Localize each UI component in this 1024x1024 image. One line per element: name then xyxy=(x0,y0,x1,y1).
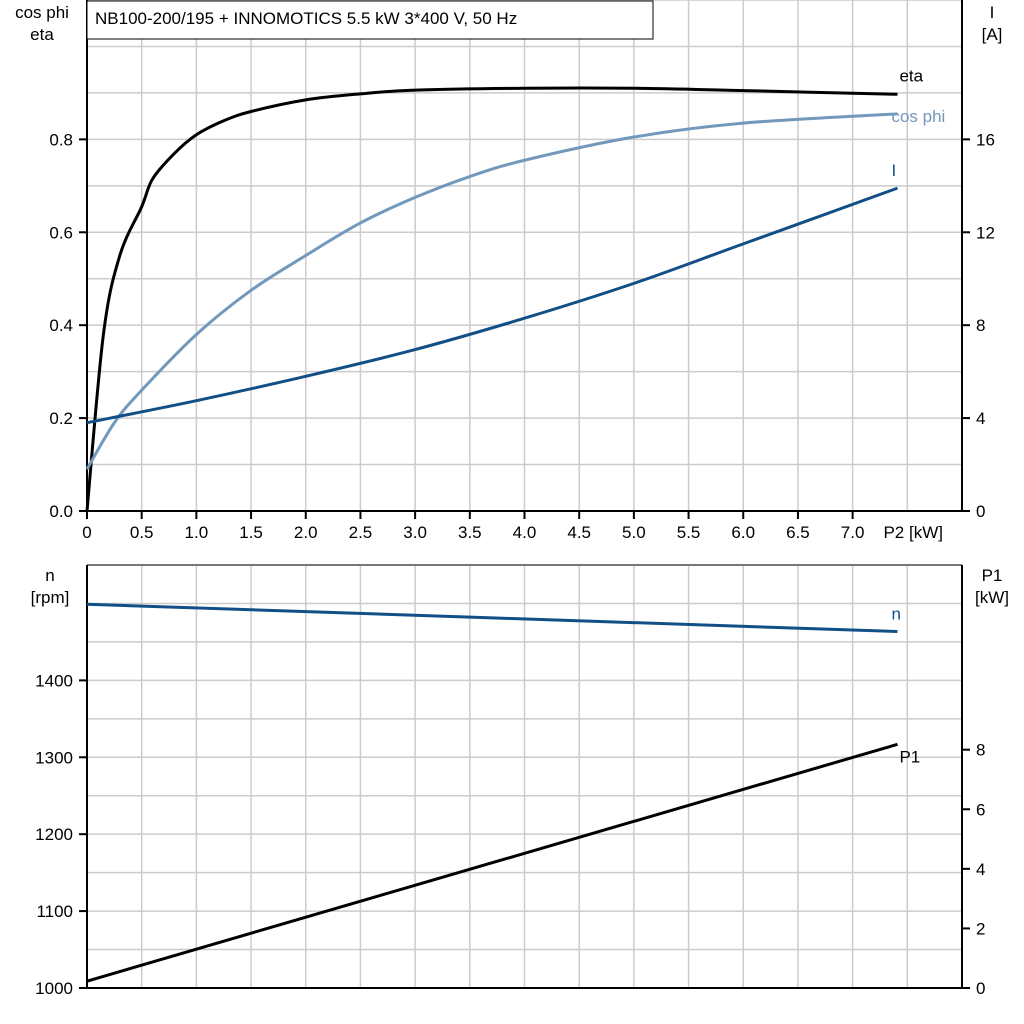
series-label-n: n xyxy=(891,605,900,624)
y-tick-label-right: 4 xyxy=(976,409,985,428)
x-tick-label: 3.0 xyxy=(403,523,427,542)
y-tick-label-right: 4 xyxy=(976,860,985,879)
y-tick-label-left: 0.2 xyxy=(49,409,73,428)
y-axis-label-left: n xyxy=(45,566,54,585)
chart-title: NB100-200/195 + INNOMOTICS 5.5 kW 3*400 … xyxy=(95,9,517,28)
title-box xyxy=(86,0,654,40)
y-tick-label-left: 0.8 xyxy=(49,130,73,149)
series-label-eta: eta xyxy=(899,66,923,85)
y-tick-label-right: 16 xyxy=(976,130,995,149)
series-line-I xyxy=(86,186,898,425)
series-label-I: I xyxy=(891,161,896,180)
series-line-eta xyxy=(85,86,898,512)
y-tick-label-left: 1100 xyxy=(36,902,73,921)
y-axis-label-right: P1 xyxy=(982,566,1003,585)
y-axis-label-right: I xyxy=(990,3,995,22)
x-tick-label: 7.0 xyxy=(841,523,865,542)
bottom-plot: 1000 1100 1200 1300 1400 0 2 4 6 8 n [rpm] P1 [kW] n P1 xyxy=(31,564,1009,998)
x-tick-label: 5.0 xyxy=(622,523,646,542)
y-tick-label-left: 0.0 xyxy=(49,502,73,521)
y-axis-label-left: cos phi xyxy=(15,3,69,22)
x-tick-label: 6.0 xyxy=(731,523,755,542)
x-tick-label: 4.0 xyxy=(513,523,537,542)
x-tick-label: 2.0 xyxy=(294,523,318,542)
y-tick-label-right: 6 xyxy=(976,800,985,819)
x-tick-label: 5.5 xyxy=(677,523,701,542)
x-tick-label: 6.5 xyxy=(786,523,810,542)
series-line-n xyxy=(86,602,898,634)
top-plot: 0.0 0.2 0.4 0.6 0.8 0 4 8 12 16 0 0.5 1.0 1.5 2.0 2.5 3.… xyxy=(15,0,1002,542)
y-tick-label-right: 2 xyxy=(976,919,985,938)
y-tick-label-left: 1000 xyxy=(35,979,73,998)
y-tick-label-right: 0 xyxy=(976,502,985,521)
y-tick-label-right: 12 xyxy=(976,223,995,242)
y-tick-label-left: 1400 xyxy=(35,671,73,690)
y-axis-label-left: [rpm] xyxy=(31,588,70,607)
x-tick-label: 1.0 xyxy=(185,523,209,542)
y-axis-label-left: eta xyxy=(30,25,54,44)
y-tick-label-left: 1300 xyxy=(35,748,73,767)
x-tick-label: 0 xyxy=(82,523,91,542)
x-tick-label: 4.5 xyxy=(567,523,591,542)
x-tick-label: 3.5 xyxy=(458,523,482,542)
x-tick-label: 0.5 xyxy=(130,523,154,542)
y-axis-label-right: [A] xyxy=(982,25,1003,44)
x-tick-label: 1.5 xyxy=(239,523,263,542)
x-axis-label: P2 [kW] xyxy=(883,523,943,542)
y-tick-label-right: 8 xyxy=(976,741,985,760)
series-line-P1 xyxy=(86,742,898,983)
series-label-P1: P1 xyxy=(899,747,920,766)
y-tick-label-left: 0.6 xyxy=(49,223,73,242)
y-axis-label-right: [kW] xyxy=(975,588,1009,607)
y-tick-label-left: 0.4 xyxy=(49,316,73,335)
x-tick-label: 2.5 xyxy=(349,523,373,542)
series-line-cos-phi xyxy=(85,112,898,470)
y-tick-label-right: 0 xyxy=(976,979,985,998)
y-tick-label-right: 8 xyxy=(976,316,985,335)
y-tick-label-left: 1200 xyxy=(35,825,73,844)
series-label-cos-phi: cos phi xyxy=(891,107,945,126)
